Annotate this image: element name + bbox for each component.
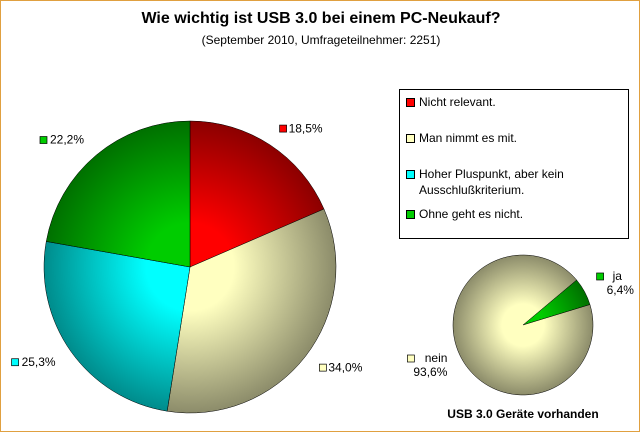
legend: Nicht relevant. Man nimmt es mit. Hoher Pl… — [399, 89, 629, 239]
legend-item: Nicht relevant. — [406, 94, 621, 110]
legend-swatch — [406, 210, 415, 219]
pie-slice — [189, 120, 325, 268]
chart-subtitle: (September 2010, Umfrageteilnehmer: 2251… — [202, 33, 441, 47]
legend-item: Hoher Pluspunkt, aber kein Ausschlußkrit… — [406, 166, 621, 198]
pie-slice — [166, 208, 337, 414]
slice-category: ja — [612, 269, 623, 283]
pie-title: USB 3.0 Geräte vorhanden — [447, 407, 598, 421]
pie-slice — [45, 120, 191, 268]
value-label: 22,2% — [50, 133, 84, 147]
legend-swatch — [406, 98, 415, 107]
legend-label: Nicht relevant. — [419, 95, 496, 109]
label-swatch — [596, 272, 604, 281]
pie-slice — [452, 254, 594, 396]
label-swatch — [319, 363, 327, 372]
legend-item: Ohne geht es nicht. — [406, 206, 621, 222]
legend-label: Ohne geht es nicht. — [419, 207, 524, 221]
value-label: 34,0% — [328, 360, 362, 374]
chart-title: Wie wichtig ist USB 3.0 bei einem PC-Neu… — [141, 10, 500, 27]
legend-item: Man nimmt es mit. — [406, 130, 621, 146]
value-label: 93,6% — [413, 365, 447, 379]
slice-category: nein — [425, 351, 448, 365]
legend-swatch — [406, 134, 415, 143]
legend-label: Hoher Pluspunkt, aber kein Ausschlußkrit… — [419, 167, 564, 197]
value-label: 6,4% — [607, 283, 635, 297]
pie-slice — [43, 241, 191, 412]
label-swatch — [407, 354, 415, 363]
label-swatch — [39, 136, 48, 144]
value-label: 25,3% — [22, 355, 56, 369]
legend-swatch — [406, 170, 415, 179]
value-label: 18,5% — [289, 121, 323, 135]
legend-label: Man nimmt es mit. — [419, 131, 518, 145]
label-swatch — [279, 124, 287, 133]
label-swatch — [11, 358, 19, 367]
